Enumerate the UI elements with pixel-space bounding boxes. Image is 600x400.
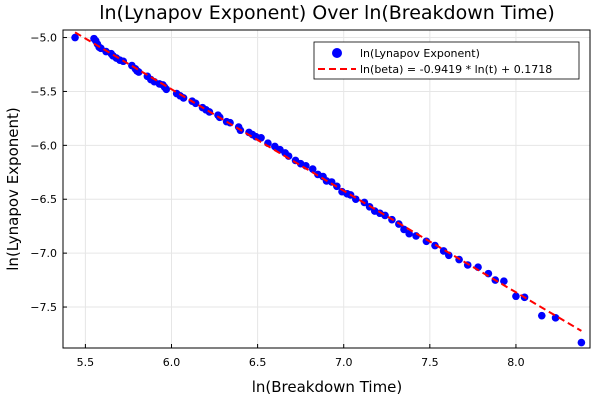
y-tick-label: −7.0 (30, 247, 57, 260)
data-point (400, 225, 408, 234)
legend-box (313, 41, 580, 80)
y-tick-label: −6.5 (30, 193, 57, 206)
plot-frame (62, 29, 591, 349)
data-point (422, 237, 431, 246)
x-tick-label: 5.5 (77, 356, 95, 369)
y-axis-label: ln(Lynapov Exponent) (4, 107, 22, 270)
data-point (405, 229, 413, 238)
y-axis-ticks: −5.0 −5.5 −6.0 −6.5 −7.0 −7.5 (30, 32, 67, 314)
x-gridlines (84, 30, 517, 348)
x-axis-label: ln(Breakdown Time) (252, 378, 403, 396)
x-tick-label: 6.5 (249, 356, 267, 369)
x-tick-label: 6.0 (163, 356, 181, 369)
data-point (134, 68, 143, 76)
legend-label-fit-line: ln(beta) = -0.9419 * ln(t) + 0.1718 (360, 63, 552, 76)
y-tick-label: −5.5 (30, 85, 57, 98)
x-tick-label: 8.0 (507, 356, 525, 369)
data-point (551, 314, 560, 322)
x-tick-label: 7.5 (421, 356, 439, 369)
plot-marks (71, 31, 586, 347)
y-gridlines (63, 37, 590, 308)
y-tick-label: −6.0 (30, 139, 57, 152)
data-point (500, 277, 508, 285)
y-tick-label: −7.5 (30, 301, 57, 314)
data-point (512, 292, 520, 301)
y-tick-label: −5.0 (30, 32, 57, 45)
x-axis-ticks: 5.5 6.0 6.5 7.0 7.5 8.0 (77, 344, 525, 369)
x-tick-label: 7.0 (335, 356, 353, 369)
chart-title: ln(Lynapov Exponent) Over ln(Breakdown T… (99, 2, 555, 24)
data-point (308, 165, 317, 173)
legend-marker-points (332, 48, 342, 58)
data-point (257, 133, 265, 142)
data-point (577, 338, 586, 347)
legend: ln(Lynapov Exponent) ln(beta) = -0.9419 … (313, 41, 580, 80)
fit-line (74, 31, 582, 332)
data-point (71, 33, 79, 42)
legend-label-points: ln(Lynapov Exponent) (360, 47, 480, 60)
data-point (162, 85, 171, 94)
data-point (439, 247, 448, 255)
data-point (537, 311, 546, 320)
